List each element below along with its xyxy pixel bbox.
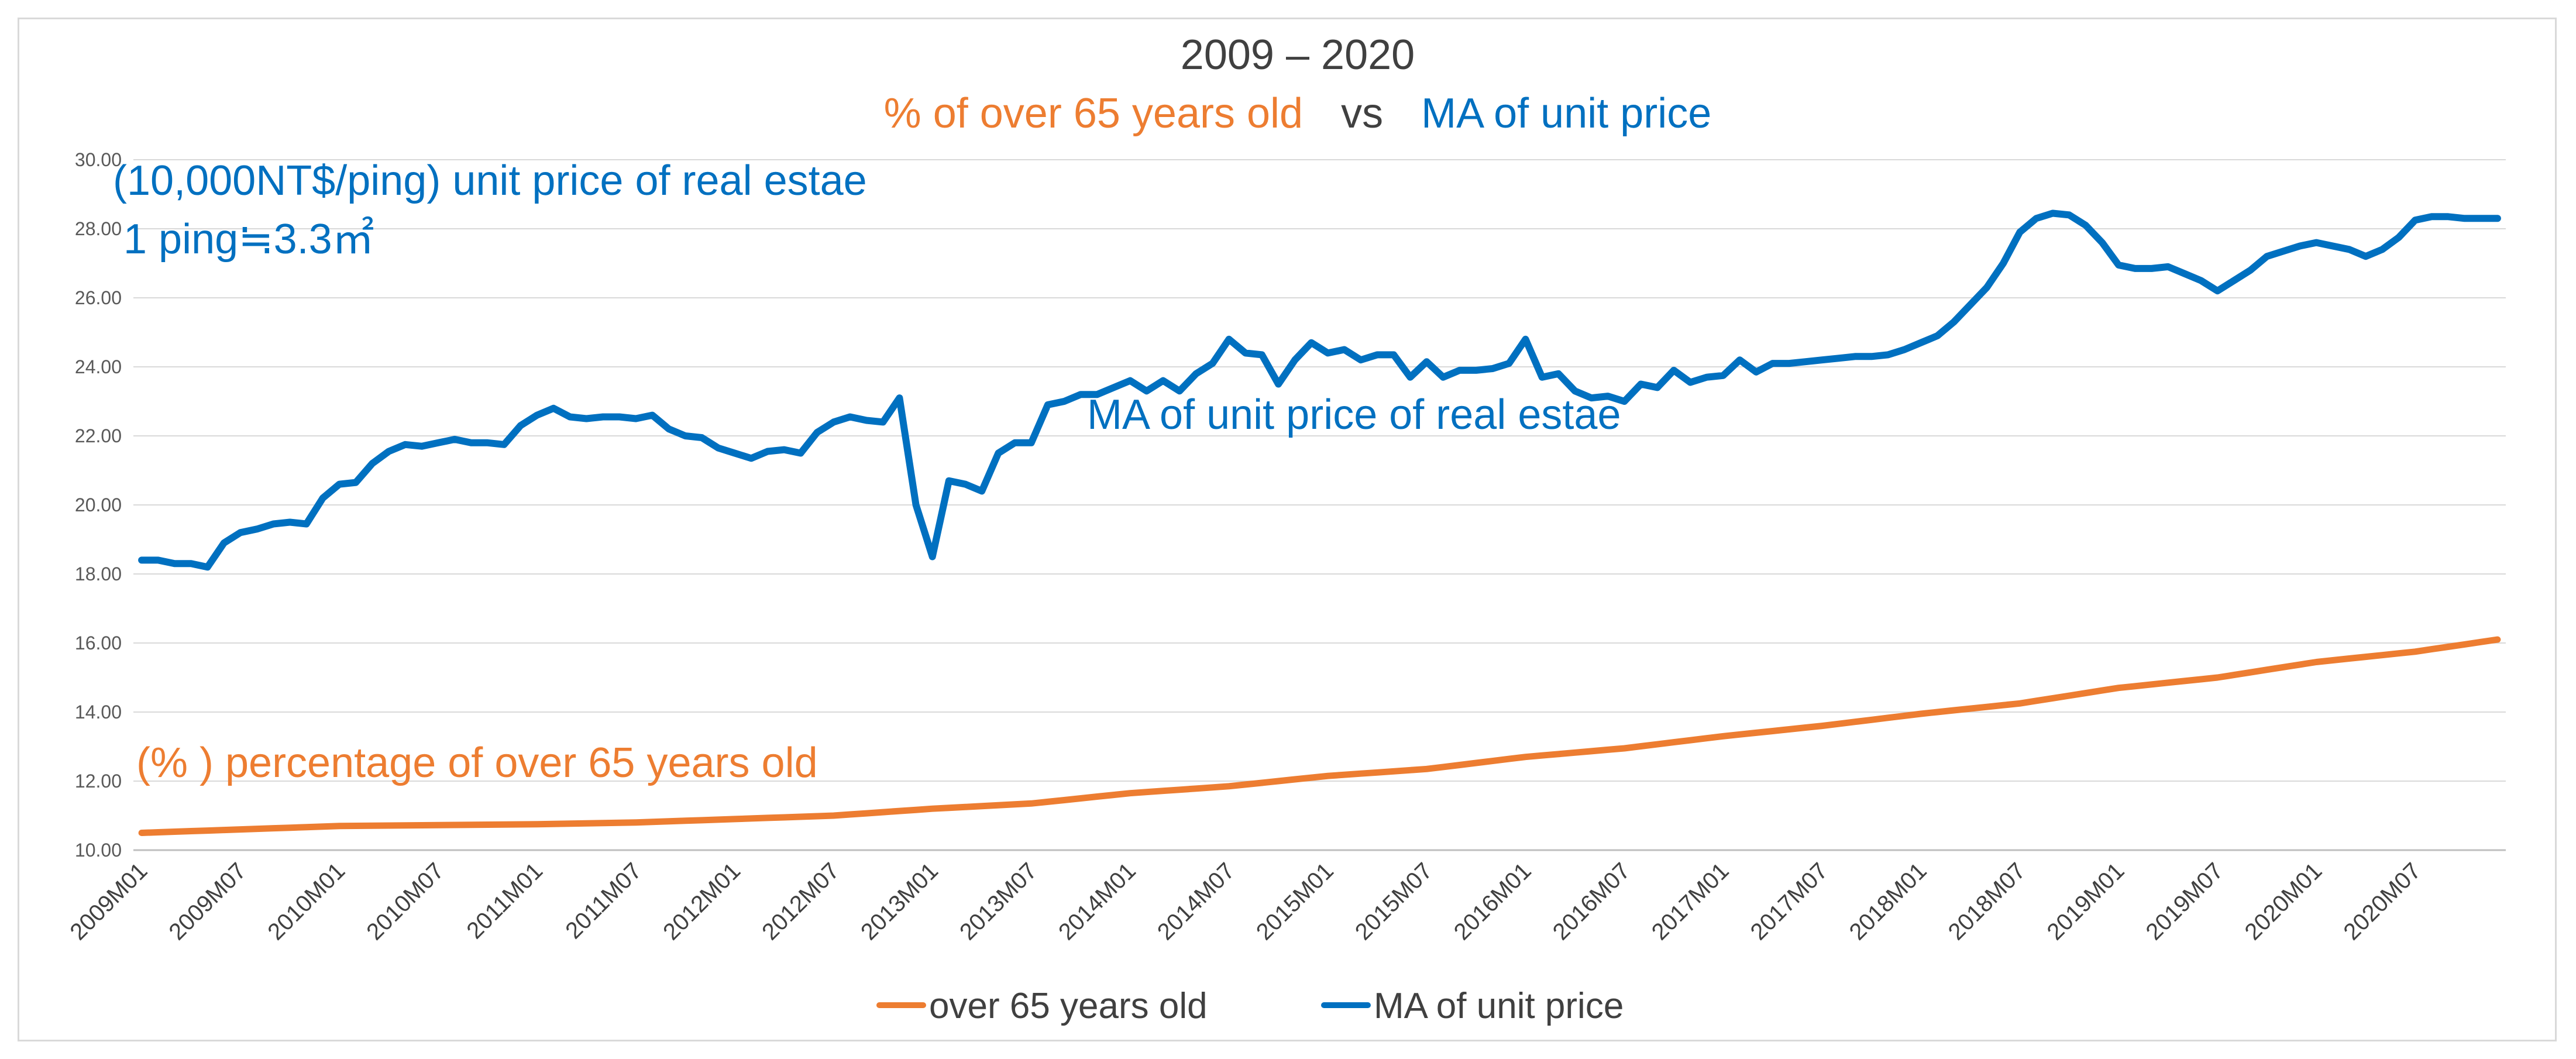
- x-tick-label: 2010M07: [362, 858, 449, 945]
- blue-series-annotation: MA of unit price of real estae: [1087, 391, 1621, 438]
- x-tick-label: 2010M01: [263, 858, 350, 945]
- y-tick-label: 12.00: [75, 771, 122, 792]
- x-tick-label: 2015M07: [1350, 858, 1437, 945]
- x-tick-label: 2016M01: [1449, 858, 1536, 945]
- y-tick-label: 18.00: [75, 563, 122, 584]
- x-tick-label: 2016M07: [1548, 858, 1635, 945]
- x-axis-ticks: 2009M01 2009M07 2010M01 2010M07 2011M01 2011M…: [65, 858, 2426, 945]
- x-tick-label: 2011M01: [462, 858, 548, 944]
- x-tick-label: 2013M01: [856, 858, 943, 945]
- title-series2-text: MA of unit price: [1421, 90, 1711, 137]
- unit-label-line1: (10,000NT$/ping) unit price of real esta…: [113, 157, 867, 204]
- y-tick-label: 26.00: [75, 287, 122, 308]
- line-chart: 2009 – 2020 % of over 65 years old vs MA…: [65, 32, 2506, 1026]
- chart-title-line1: 2009 – 2020: [1181, 32, 1415, 78]
- y-tick-label: 10.00: [75, 840, 122, 861]
- series-line-ma-unit-price: [138, 209, 2501, 571]
- x-tick-label: 2015M01: [1251, 858, 1339, 945]
- y-tick-label: 14.00: [75, 702, 122, 723]
- x-tick-label: 2019M07: [2141, 858, 2228, 945]
- x-tick-label: 2009M01: [65, 858, 152, 945]
- x-tick-label: 2012M07: [757, 858, 844, 945]
- series-line-over-65: [138, 636, 2501, 836]
- unit-label-line2: 1 ping≒3.3㎡: [123, 216, 374, 263]
- x-tick-label: 2018M07: [1944, 858, 2031, 945]
- chart-title-line2: % of over 65 years old vs MA of unit pri…: [884, 90, 1712, 137]
- title-series1-text: % of over 65 years old: [884, 90, 1303, 137]
- legend-label-over65: over 65 years old: [929, 986, 1208, 1026]
- y-axis-ticks: 10.00 12.00 14.00 16.00 18.00 20.00 22.00 24.00…: [75, 149, 122, 861]
- x-tick-label: 2018M01: [1845, 858, 1932, 945]
- x-tick-label: 2013M07: [955, 858, 1042, 945]
- chart-frame: 2009 – 2020 % of over 65 years old vs MA…: [18, 18, 2557, 1041]
- y-tick-label: 20.00: [75, 494, 122, 515]
- legend-label-ma-price: MA of unit price: [1374, 986, 1624, 1026]
- gridlines: [133, 159, 2506, 851]
- orange-series-annotation: (% ) percentage of over 65 years old: [136, 740, 818, 786]
- y-tick-label: 22.00: [75, 425, 122, 446]
- x-tick-label: 2020M07: [2338, 858, 2426, 945]
- x-tick-label: 2014M07: [1153, 858, 1240, 945]
- x-tick-label: 2012M01: [658, 858, 745, 945]
- x-tick-label: 2011M07: [560, 858, 646, 944]
- title-vs-text: vs: [1341, 90, 1383, 137]
- legend: over 65 years old MA of unit price: [876, 986, 1624, 1026]
- y-tick-label: 16.00: [75, 632, 122, 654]
- series-lines: [138, 209, 2501, 836]
- x-tick-label: 2017M07: [1746, 858, 1833, 945]
- x-tick-label: 2014M01: [1054, 858, 1141, 945]
- x-tick-label: 2020M01: [2240, 858, 2327, 945]
- y-tick-label: 24.00: [75, 356, 122, 377]
- y-tick-label: 30.00: [75, 149, 122, 170]
- x-tick-label: 2009M07: [164, 858, 251, 945]
- y-tick-label: 28.00: [75, 218, 122, 239]
- x-tick-label: 2017M01: [1647, 858, 1734, 945]
- x-tick-label: 2019M01: [2042, 858, 2130, 945]
